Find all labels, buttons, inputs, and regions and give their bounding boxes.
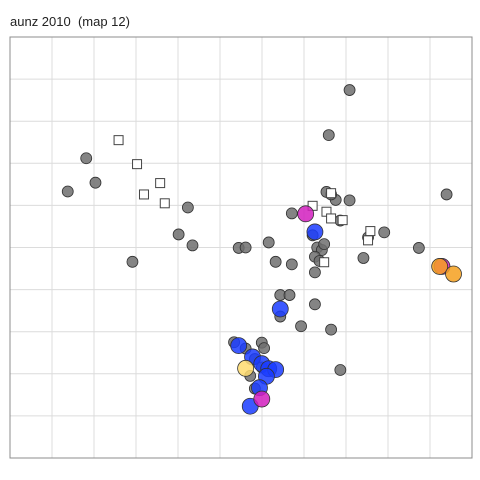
data-point-grey	[80, 152, 93, 165]
data-point-grey	[357, 252, 370, 264]
data-point-grey	[269, 255, 282, 268]
data-point-open-square	[337, 215, 348, 226]
data-point-blue	[230, 337, 248, 354]
data-point-grey	[285, 258, 298, 271]
data-point-yellow	[237, 359, 255, 377]
data-point-open-square	[138, 189, 149, 200]
data-point-open-square	[326, 213, 337, 224]
data-point-grey	[309, 266, 321, 279]
data-point-grey	[440, 188, 453, 201]
data-point-open-square	[159, 198, 170, 209]
data-point-open-square	[365, 226, 376, 237]
data-point-open-square	[132, 159, 143, 170]
data-point-grey	[239, 241, 252, 254]
data-point-grey	[258, 342, 271, 355]
data-point-grey	[285, 207, 298, 220]
data-point-grey	[322, 129, 335, 141]
data-point-grey	[334, 364, 347, 376]
data-point-grey	[283, 289, 296, 301]
data-point-orange	[445, 265, 462, 283]
data-point-open-square	[319, 257, 330, 268]
data-point-grey	[325, 323, 337, 336]
data-point-open-square	[113, 135, 124, 146]
data-point-magenta	[297, 205, 315, 223]
data-point-grey	[343, 84, 356, 96]
data-point-grey	[309, 298, 321, 311]
data-point-grey	[186, 239, 199, 252]
data-point-grey	[295, 320, 307, 333]
data-point-magenta	[253, 390, 271, 408]
data-point-grey	[262, 236, 275, 249]
data-point-grey	[412, 242, 425, 254]
data-point-open-square	[326, 188, 337, 199]
data-point-open-square	[363, 235, 374, 246]
chart-title: aunz 2010 (map 12)	[10, 14, 130, 29]
data-point-open-square	[155, 178, 166, 189]
data-point-grey	[343, 194, 356, 207]
data-point-blue	[306, 223, 324, 241]
data-point-grey	[172, 228, 185, 241]
data-point-grey	[126, 255, 139, 268]
data-point-grey	[318, 238, 331, 251]
data-point-grey	[378, 226, 391, 239]
data-point-blue	[271, 300, 289, 318]
data-point-grey	[89, 176, 102, 189]
data-point-grey	[61, 185, 74, 198]
plot-border	[9, 36, 473, 459]
data-point-grey	[181, 201, 194, 214]
data-point-orange	[431, 258, 449, 275]
